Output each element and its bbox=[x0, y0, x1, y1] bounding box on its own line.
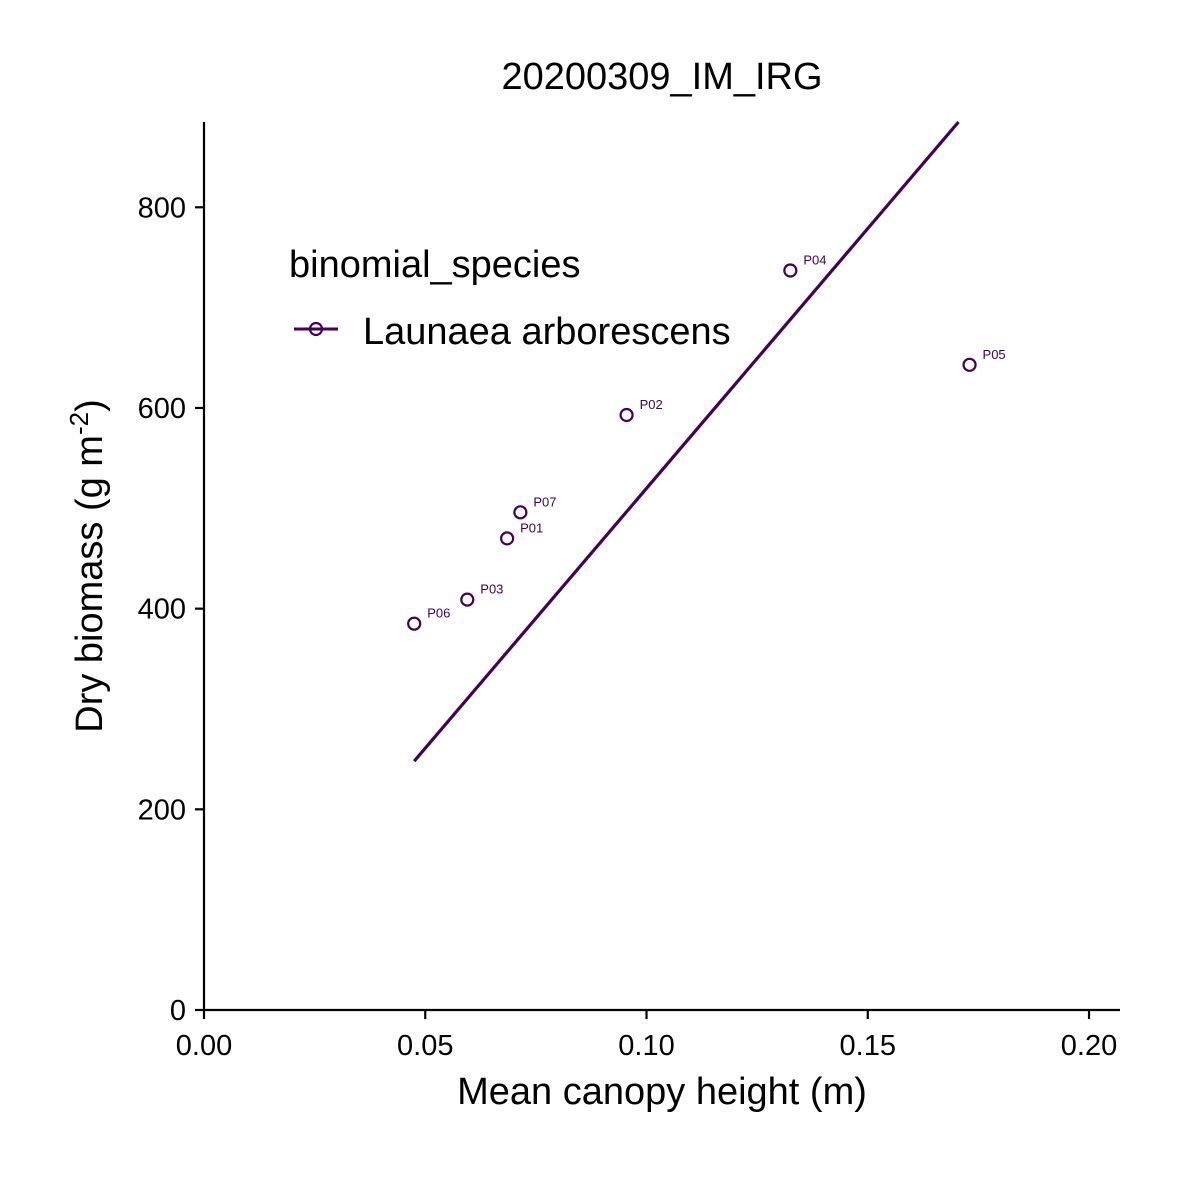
legend: binomial_species Launaea arborescens bbox=[289, 244, 731, 353]
y-tick-label: 200 bbox=[138, 794, 186, 826]
y-axis-title: Dry biomass (g m-2) bbox=[64, 399, 111, 733]
y-tick-label: 400 bbox=[138, 594, 186, 626]
x-tick-label: 0.05 bbox=[397, 1030, 453, 1062]
y-axis-title-main: Dry biomass (g m bbox=[69, 435, 111, 733]
point-label: P06 bbox=[427, 606, 450, 621]
y-tick-label: 600 bbox=[138, 393, 186, 425]
data-point bbox=[619, 407, 634, 423]
plot-area: P01 P02 P03 P04 P05 P06 P07 bbox=[407, 120, 1006, 763]
legend-entry-label: Launaea arborescens bbox=[363, 311, 731, 353]
legend-title: binomial_species bbox=[289, 244, 581, 286]
point-label: P02 bbox=[640, 397, 663, 412]
point-label: P07 bbox=[533, 494, 556, 509]
x-tick-label: 0.10 bbox=[618, 1030, 674, 1062]
x-axis-title: Mean canopy height (m) bbox=[457, 1071, 867, 1113]
data-point bbox=[407, 616, 422, 631]
x-tick-label: 0.20 bbox=[1061, 1030, 1117, 1062]
x-tick-label: 0.00 bbox=[176, 1030, 232, 1062]
point-label: P04 bbox=[803, 253, 826, 268]
y-tick-label: 0 bbox=[170, 995, 186, 1027]
x-tick-label: 0.15 bbox=[840, 1030, 896, 1062]
data-point bbox=[513, 505, 528, 520]
data-point bbox=[962, 357, 977, 372]
data-point bbox=[500, 531, 515, 546]
y-axis-ticks: 0 200 400 600 800 bbox=[138, 192, 204, 1027]
legend-key-marker bbox=[308, 321, 324, 337]
y-axis-title-superscript: -2 bbox=[64, 412, 94, 435]
point-label: P03 bbox=[480, 582, 503, 597]
x-axis-ticks: 0.00 0.05 0.10 0.15 0.20 bbox=[176, 1010, 1117, 1062]
point-label: P05 bbox=[983, 347, 1006, 362]
data-point bbox=[783, 263, 798, 278]
y-tick-label: 800 bbox=[138, 192, 186, 224]
point-label: P01 bbox=[520, 520, 543, 535]
chart-title: 20200309_IM_IRG bbox=[501, 56, 822, 98]
y-axis-title-close: ) bbox=[69, 399, 111, 412]
data-point bbox=[460, 592, 475, 607]
fit-line bbox=[412, 120, 960, 763]
